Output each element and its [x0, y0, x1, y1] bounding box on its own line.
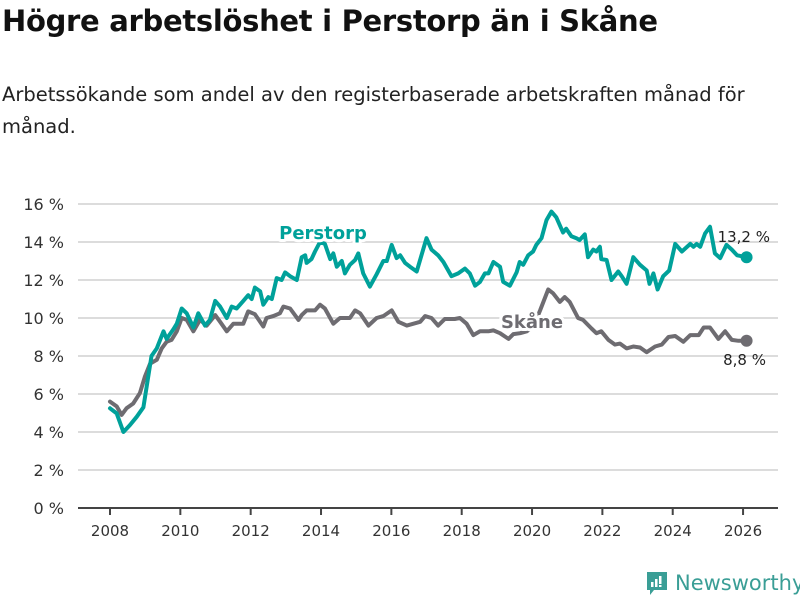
x-axis: 2008 2010 2012 2014 2016 2018 2020 2022 2024 2026 [78, 507, 778, 540]
end-value-label-perstorp: 13,2 % [718, 228, 770, 246]
y-tick-label: 4 % [34, 423, 64, 442]
y-tick-label: 2 % [34, 461, 64, 480]
x-tick-label: 2010 [161, 522, 199, 540]
y-tick-label: 6 % [34, 385, 64, 404]
chart-subtitle: Arbetssökande som andel av den registerb… [2, 83, 745, 138]
end-point-marker [740, 334, 753, 347]
series-lines [108, 209, 753, 434]
series-label-skane: Skåne [501, 311, 563, 333]
chart-title: Högre arbetslöshet i Perstorp än i Skåne [2, 4, 658, 38]
y-tick-label: 10 % [23, 309, 64, 328]
x-tick-label: 2026 [724, 522, 762, 540]
bar-chart-icon [647, 572, 667, 595]
end-value-label-skane: 8,8 % [723, 351, 766, 369]
y-tick-label: 14 % [23, 233, 64, 252]
x-tick-label: 2022 [583, 522, 621, 540]
x-tick-label: 2020 [513, 522, 551, 540]
newsworthy-logo: Newsworthy [645, 570, 800, 596]
x-tick-label: 2014 [302, 522, 340, 540]
x-tick-label: 2016 [372, 522, 410, 540]
logo-text: Newsworthy [675, 571, 800, 595]
x-tick-label: 2024 [654, 522, 692, 540]
end-point-marker [740, 251, 753, 264]
series-label-perstorp: Perstorp [279, 223, 367, 244]
x-tick-label: 2008 [91, 522, 129, 540]
y-axis-tick-labels: 0 % 2 % 4 % 6 % 8 % 10 % 12 % 14 % 16 % [23, 195, 64, 518]
y-tick-label: 0 % [34, 499, 64, 518]
y-tick-label: 12 % [23, 271, 64, 290]
line-chart: 0 % 2 % 4 % 6 % 8 % 10 % 12 % 14 % 16 % 2008 2010… [23, 195, 778, 540]
series-line-skåne [108, 287, 749, 417]
y-tick-label: 16 % [23, 195, 64, 214]
y-tick-label: 8 % [34, 347, 64, 366]
x-tick-label: 2018 [443, 522, 481, 540]
series-line-perstorp [108, 209, 749, 434]
x-tick-label: 2012 [232, 522, 270, 540]
series-labels: Perstorp Skåne 13,2 % 8,8 % [276, 220, 770, 369]
